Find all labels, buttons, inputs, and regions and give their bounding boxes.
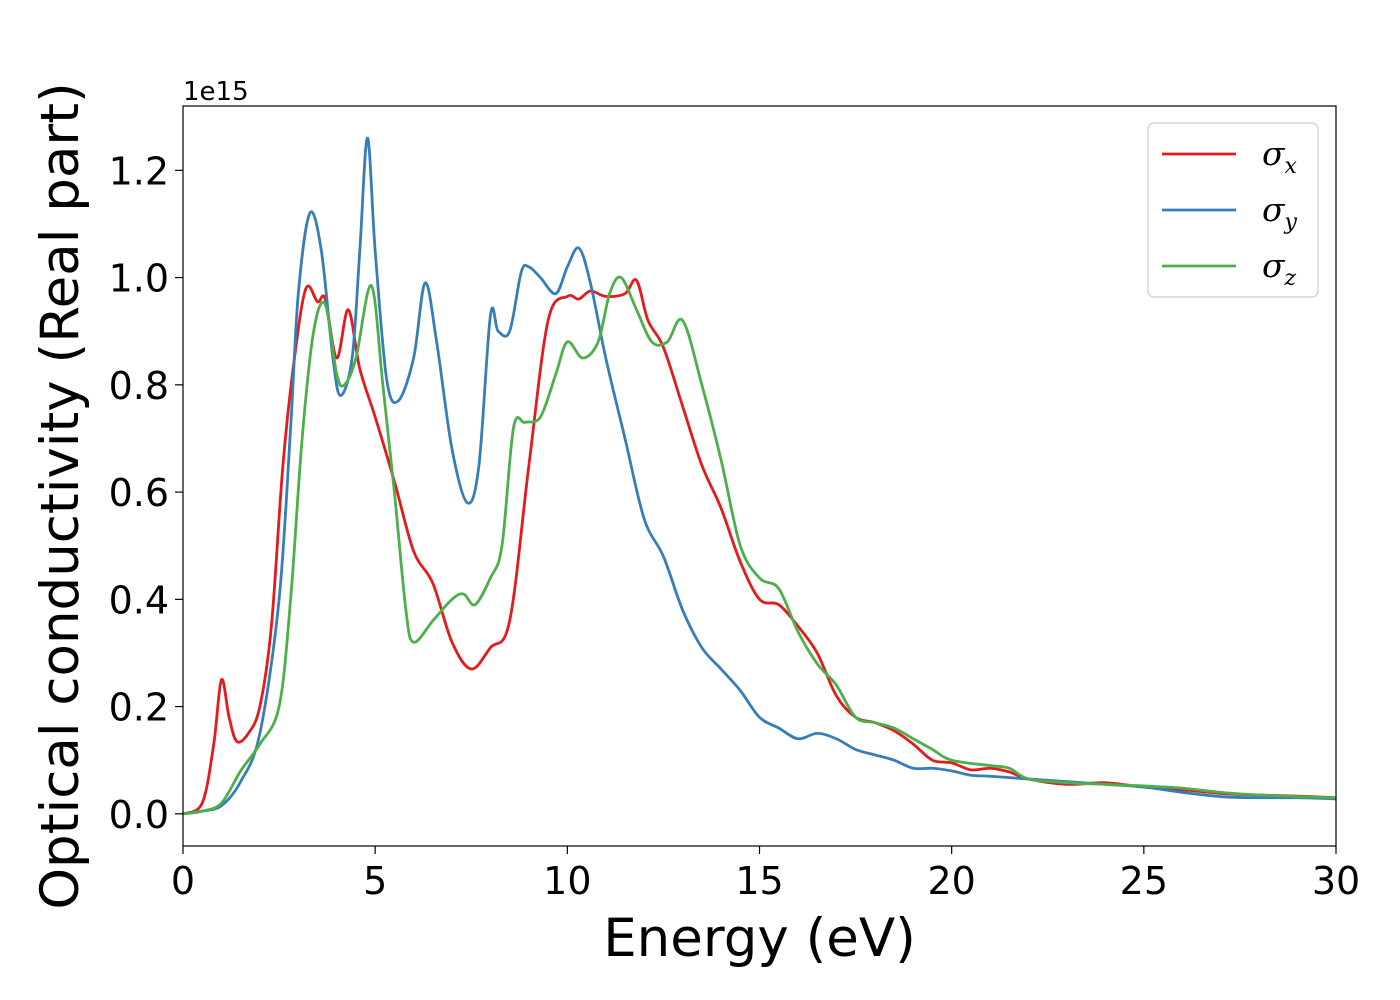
x-tick-label: 10: [543, 859, 591, 903]
y-axis-label: Optical conductivity (Real part): [30, 82, 91, 909]
y-tick-label: 0.6: [109, 471, 169, 515]
x-tick-label: 25: [1120, 859, 1168, 903]
y-axis: 0.0 0.2 0.4 0.6 0.8 1.0 1.2: [109, 149, 183, 837]
y-tick-label: 0.4: [109, 578, 169, 622]
x-axis-label: Energy (eV): [603, 908, 916, 969]
series-line-z: [183, 275, 1336, 816]
x-tick-label: 0: [171, 859, 195, 903]
legend-label-x: σx: [1262, 134, 1298, 179]
y-tick-label: 0.8: [109, 364, 169, 408]
legend-label-y: σy: [1262, 190, 1298, 235]
y-tick-label: 1.2: [109, 149, 169, 193]
legend-label-z: σz: [1262, 246, 1297, 291]
y-tick-label: 0.2: [109, 686, 169, 730]
x-tick-label: 30: [1312, 859, 1360, 903]
x-tick-label: 5: [363, 859, 387, 903]
y-tick-label: 1.0: [109, 257, 169, 301]
y-offset-label: 1e15: [183, 77, 249, 107]
x-axis: 0 5 10 15 20 25 30: [171, 846, 1360, 903]
y-tick-label: 0.0: [109, 793, 169, 837]
legend: σx σy σz: [1147, 122, 1319, 298]
x-tick-label: 20: [927, 859, 975, 903]
series-layer: [183, 136, 1336, 816]
x-tick-label: 15: [735, 859, 783, 903]
series-line-x: [183, 278, 1336, 816]
